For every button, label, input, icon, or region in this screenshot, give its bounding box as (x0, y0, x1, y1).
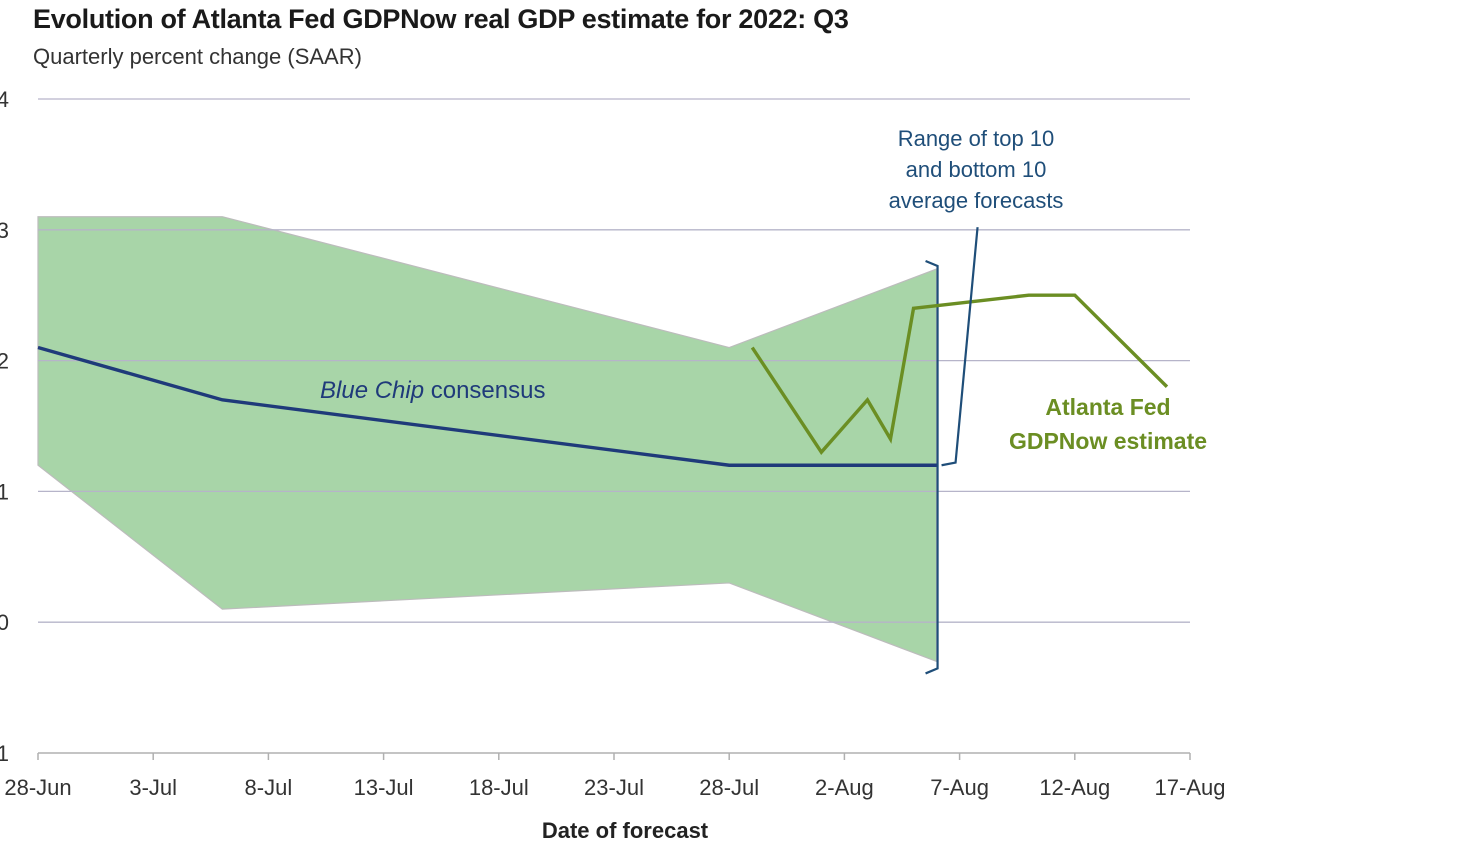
y-tick-label: 2 (0, 349, 9, 374)
range-annotation-label: Range of top 10 (898, 126, 1055, 151)
range-bracket (925, 260, 939, 675)
range-leader-line (941, 227, 979, 467)
chart-subtitle: Quarterly percent change (SAAR) (33, 44, 362, 69)
blue-chip-label-rest: consensus (424, 377, 545, 404)
x-tick-label: 18-Jul (469, 775, 529, 800)
range-annotation-label: average forecasts (889, 188, 1064, 213)
x-tick-label: 3-Jul (129, 775, 177, 800)
y-tick-label: 1 (0, 479, 9, 504)
x-tick-label: 8-Jul (245, 775, 293, 800)
x-tick-label: 23-Jul (584, 775, 644, 800)
y-tick-label: 3 (0, 218, 9, 243)
range-annotation-label: and bottom 10 (906, 157, 1047, 182)
chart-title: Evolution of Atlanta Fed GDPNow real GDP… (33, 4, 849, 34)
blue-chip-consensus-line (37, 345, 937, 467)
x-axis-title: Date of forecast (542, 818, 709, 843)
blue-chip-label: Blue Chip consensus (320, 377, 545, 404)
blue-chip-label-italic: Blue Chip (320, 377, 424, 404)
gdpnow-estimate-line (750, 293, 1169, 455)
x-tick-label: 17-Aug (1155, 775, 1226, 800)
gdpnow-label: Atlanta Fed (1045, 394, 1170, 420)
x-tick-label: 13-Jul (354, 775, 414, 800)
x-tick-label: 2-Aug (815, 775, 874, 800)
gdpnow-label: GDPNow estimate (1009, 428, 1207, 454)
range-band-area (37, 216, 938, 663)
x-tick-label: 28-Jun (4, 775, 71, 800)
x-tick-label: 12-Aug (1039, 775, 1110, 800)
y-tick-label: 0 (0, 610, 9, 635)
y-tick-label: 4 (0, 87, 9, 112)
x-tick-label: 7-Aug (930, 775, 989, 800)
x-tick-label: 28-Jul (699, 775, 759, 800)
y-tick-label: -1 (0, 741, 9, 766)
